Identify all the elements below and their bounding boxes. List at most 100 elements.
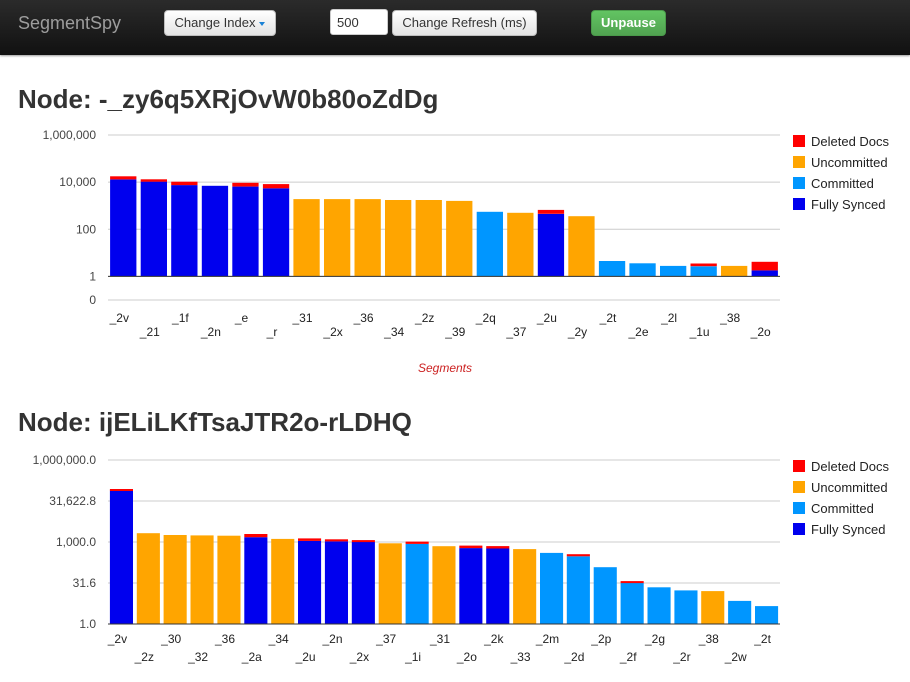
bar-e[interactable] <box>232 186 259 277</box>
bar-2f[interactable] <box>620 582 644 624</box>
bar-deleted-2x[interactable] <box>351 540 375 543</box>
bar-2t[interactable] <box>598 261 626 277</box>
bar-2o[interactable] <box>751 270 778 277</box>
bar-deleted-2u[interactable] <box>298 538 322 541</box>
bar-38[interactable] <box>721 265 748 277</box>
legend-swatch <box>793 502 805 514</box>
bar-deleted-r[interactable] <box>262 184 290 189</box>
legend-label: Fully Synced <box>811 522 885 537</box>
bar-33[interactable] <box>513 549 537 624</box>
bar-36[interactable] <box>217 535 241 624</box>
x-tick-label: _34 <box>383 325 404 339</box>
bar-deleted-2d[interactable] <box>566 554 590 557</box>
bar-2t[interactable] <box>755 606 779 624</box>
x-tick-label: _2n <box>321 632 342 646</box>
bar-2r[interactable] <box>674 590 698 624</box>
bar-30[interactable] <box>163 535 187 624</box>
x-tick-label: _2o <box>750 325 771 339</box>
bar-2u[interactable] <box>537 213 565 277</box>
refresh-interval-input[interactable] <box>330 9 388 35</box>
bar-deleted-2u[interactable] <box>537 209 565 214</box>
bar-deleted-2k[interactable] <box>486 546 510 549</box>
bar-37[interactable] <box>378 543 402 624</box>
x-tick-label: _2o <box>456 650 477 664</box>
bar-1u[interactable] <box>690 266 717 277</box>
x-tick-label: _2x <box>322 325 342 339</box>
bar-2x[interactable] <box>351 542 375 624</box>
x-tick-label: _1u <box>689 325 710 339</box>
x-tick-label: _32 <box>187 650 208 664</box>
bar-2z[interactable] <box>415 200 442 277</box>
x-tick-label: _2d <box>563 650 584 664</box>
bar-2y[interactable] <box>568 216 595 277</box>
bar-2m[interactable] <box>540 552 564 624</box>
bar-2q[interactable] <box>476 211 503 277</box>
bar-36[interactable] <box>354 199 381 277</box>
legend-label: Committed <box>811 176 874 191</box>
x-tick-label: _33 <box>510 650 531 664</box>
bar-2w[interactable] <box>728 600 752 624</box>
legend-swatch <box>793 460 805 472</box>
x-tick-label: _2f <box>619 650 637 664</box>
bar-32[interactable] <box>190 535 214 624</box>
bar-34[interactable] <box>385 200 412 277</box>
x-tick-label: _2m <box>535 632 559 646</box>
bar-2l[interactable] <box>660 265 687 277</box>
x-tick-label: _2p <box>590 632 611 646</box>
bar-deleted-1u[interactable] <box>690 263 717 267</box>
bar-deleted-2a[interactable] <box>244 534 268 538</box>
bar-2a[interactable] <box>244 537 268 624</box>
legend-label: Deleted Docs <box>811 134 890 149</box>
legend-label: Uncommitted <box>811 155 888 170</box>
bar-31[interactable] <box>432 546 456 624</box>
bar-31[interactable] <box>293 199 320 277</box>
bar-deleted-2o[interactable] <box>459 545 483 549</box>
bar-2o[interactable] <box>459 548 483 624</box>
bar-2d[interactable] <box>566 556 590 624</box>
change-index-button[interactable]: Change Index <box>164 10 276 36</box>
bar-38[interactable] <box>701 591 725 624</box>
bar-34[interactable] <box>271 538 295 624</box>
bar-2v[interactable] <box>110 179 137 277</box>
bar-39[interactable] <box>446 200 473 277</box>
bar-21[interactable] <box>140 181 167 277</box>
bar-deleted-2o[interactable] <box>751 261 778 271</box>
x-tick-label: _2v <box>109 311 129 325</box>
bar-deleted-1i[interactable] <box>405 541 429 544</box>
bar-2z[interactable] <box>136 533 160 624</box>
bar-2k[interactable] <box>486 548 510 625</box>
legend-label: Deleted Docs <box>811 459 890 474</box>
x-tick-label: _38 <box>719 311 740 325</box>
bar-deleted-2f[interactable] <box>620 581 644 584</box>
x-tick-label: _36 <box>214 632 235 646</box>
bar-2v[interactable] <box>109 490 133 624</box>
bar-deleted-2n[interactable] <box>324 539 348 542</box>
x-tick-label: _2t <box>753 632 771 646</box>
bar-2x[interactable] <box>324 199 351 277</box>
bar-deleted-2v[interactable] <box>110 176 137 180</box>
y-tick-label: 1,000,000 <box>43 128 97 142</box>
x-tick-label: _2l <box>660 311 677 325</box>
bar-2n[interactable] <box>201 185 229 277</box>
bar-2g[interactable] <box>647 587 671 624</box>
bar-deleted-2v[interactable] <box>109 489 133 491</box>
bar-37[interactable] <box>507 212 534 277</box>
node-title: Node: ijELiLKfTsaJTR2o-rLDHQ <box>18 407 412 437</box>
x-tick-label: _2e <box>627 325 648 339</box>
bar-2u[interactable] <box>298 540 322 624</box>
node-title: Node: -_zy6q5XRjOvW0b80oZdDg <box>18 84 439 114</box>
bar-2e[interactable] <box>629 263 656 277</box>
bar-deleted-21[interactable] <box>140 179 167 182</box>
change-refresh-button[interactable]: Change Refresh (ms) <box>392 10 537 36</box>
x-tick-label: _37 <box>505 325 526 339</box>
bar-2p[interactable] <box>593 567 617 624</box>
bar-1f[interactable] <box>171 185 198 277</box>
bar-1i[interactable] <box>405 543 429 624</box>
unpause-button[interactable]: Unpause <box>591 10 666 36</box>
x-tick-label: _e <box>234 311 249 325</box>
bar-deleted-e[interactable] <box>232 182 259 187</box>
bar-deleted-1f[interactable] <box>171 181 198 186</box>
bar-2n[interactable] <box>324 541 348 624</box>
bar-r[interactable] <box>262 188 290 277</box>
brand-logo[interactable]: SegmentSpy <box>18 13 122 33</box>
